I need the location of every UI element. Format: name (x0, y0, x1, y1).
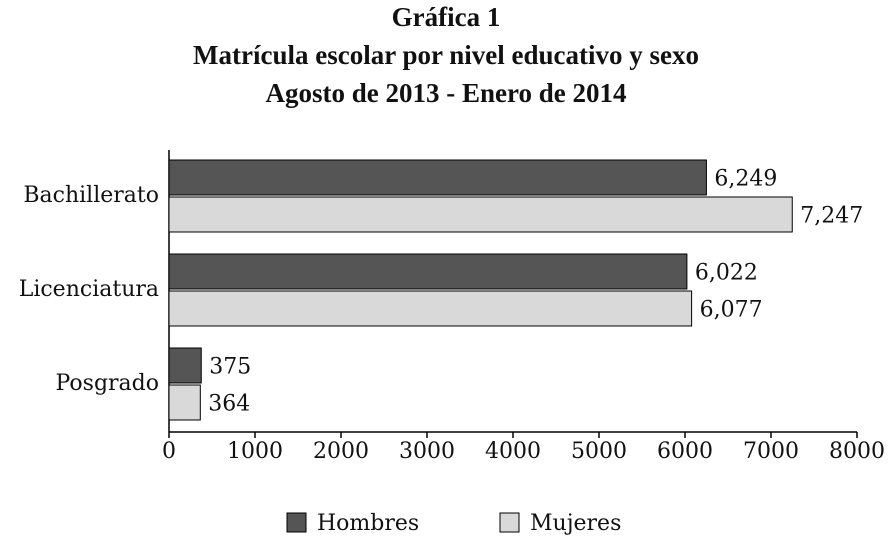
value-label: 7,247 (800, 204, 863, 229)
bar (168, 347, 202, 384)
y-tick-label: Posgrado (56, 371, 160, 396)
x-tick-label: 6000 (657, 439, 713, 464)
y-tick-label: Bachillerato (23, 183, 159, 208)
chart-title: Gráfica 1 (392, 2, 501, 32)
y-tick-label: Licenciatura (19, 277, 159, 302)
bar (168, 253, 688, 290)
bar (168, 384, 201, 421)
chart-title: Agosto de 2013 - Enero de 2014 (266, 78, 627, 108)
x-tick-label: 5000 (571, 439, 627, 464)
legend-swatch (286, 512, 307, 533)
legend-swatch (499, 512, 520, 533)
x-tick-label: 1000 (227, 439, 283, 464)
legend-label: Mujeres (530, 511, 621, 536)
x-tick-label: 0 (162, 439, 176, 464)
value-label: 364 (208, 392, 250, 417)
chart-title: Matrícula escolar por nivel educativo y … (193, 40, 699, 70)
bar (168, 159, 707, 196)
x-tick-label: 4000 (485, 439, 541, 464)
bar (168, 196, 793, 233)
x-tick-label: 7000 (743, 439, 799, 464)
value-label: 6,077 (700, 298, 763, 323)
x-tick-label: 3000 (399, 439, 455, 464)
x-tick-label: 2000 (313, 439, 369, 464)
bar (168, 290, 693, 327)
value-label: 375 (209, 355, 251, 380)
legend-label: Hombres (317, 511, 419, 536)
x-tick-label: 8000 (829, 439, 885, 464)
value-label: 6,249 (714, 167, 777, 192)
value-label: 6,022 (695, 261, 758, 286)
